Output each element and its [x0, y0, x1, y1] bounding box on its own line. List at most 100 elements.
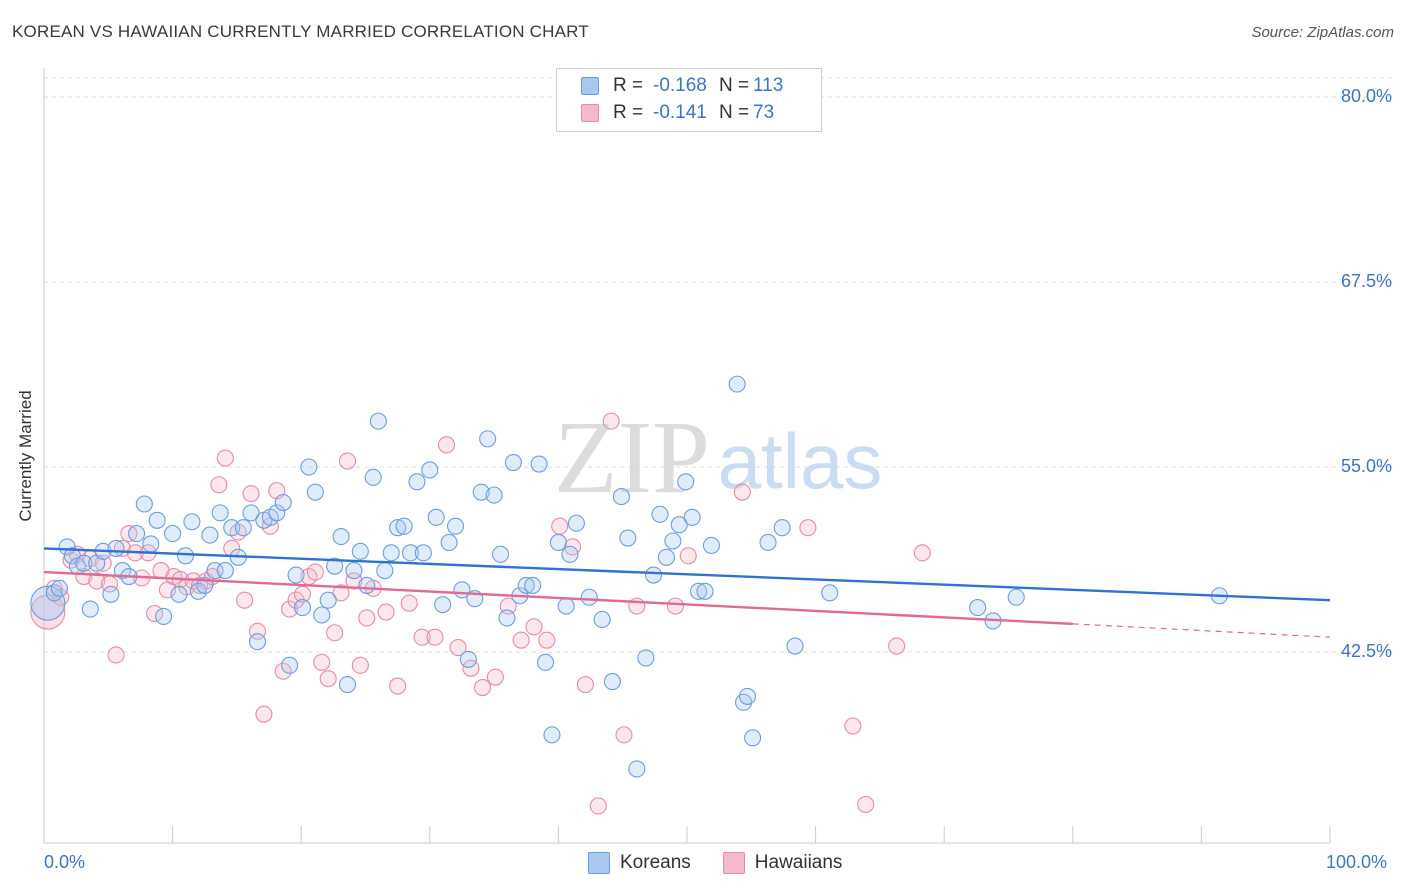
hawaiian-point	[107, 646, 125, 664]
korean-point	[306, 483, 324, 501]
korean-point	[645, 566, 663, 584]
hawaiian-point	[913, 544, 931, 562]
korean-point	[395, 517, 413, 535]
legend-item-koreans[interactable]: Koreans	[588, 852, 691, 874]
korean-point	[421, 461, 439, 479]
hawaiians-legend-swatch	[722, 852, 745, 874]
hawaiian-point	[94, 554, 112, 572]
korean-point	[549, 533, 567, 552]
korean-point	[293, 599, 312, 617]
korean-point	[543, 726, 561, 744]
korean-points	[30, 375, 1228, 778]
korean-point	[142, 535, 160, 553]
korean-point	[155, 607, 173, 626]
koreans-legend-swatch	[588, 852, 610, 874]
korean-point	[603, 673, 621, 691]
korean-point	[744, 729, 762, 747]
korean-point	[628, 760, 646, 778]
korean-point	[593, 610, 611, 628]
korean-point	[408, 473, 426, 491]
korean-point	[242, 504, 260, 522]
korean-point	[440, 533, 458, 552]
korean-point	[821, 584, 839, 602]
hawaiian-point	[525, 618, 543, 636]
korean-point	[690, 582, 708, 600]
korean-r-value: -0.168	[653, 75, 707, 96]
korean-point	[524, 576, 542, 594]
hawaiian-point	[857, 795, 875, 813]
korean-point	[738, 687, 756, 705]
hawaiian-point	[733, 483, 751, 501]
korean-point	[1007, 588, 1025, 606]
stats-legend: R = -0.168 N = 113 R = -0.141 N = 73	[556, 68, 822, 132]
hawaiian-point	[799, 519, 817, 537]
y-tick-label: 67.5%	[1340, 271, 1392, 291]
hawaiian-point	[473, 678, 492, 697]
korean-point	[434, 596, 452, 614]
korean-point	[338, 676, 357, 694]
korean-n-value: 113	[753, 75, 784, 96]
hawaiian-trend-line	[43, 570, 1073, 626]
korean-point	[498, 609, 516, 627]
korean-point	[389, 519, 407, 537]
korean-n-label: N =	[719, 75, 750, 96]
legend-item-hawaiians[interactable]: Hawaiians	[722, 852, 843, 874]
korean-swatch	[581, 77, 599, 95]
hawaiian-point	[236, 591, 254, 609]
korean-point	[300, 458, 318, 476]
korean-point	[536, 653, 555, 671]
hawaiian-point	[888, 637, 906, 655]
korean-point	[268, 504, 286, 522]
korean-point	[696, 582, 714, 600]
hawaiian-point	[255, 705, 273, 723]
legend-row-korean: R = -0.168 N = 113	[581, 74, 783, 98]
legend-row-hawaiian: R = -0.141 N = 73	[581, 101, 774, 125]
y-tick-label: 80.0%	[1340, 86, 1392, 106]
hawaiian-point	[242, 485, 260, 503]
hawaiians-legend-label: Hawaiians	[754, 852, 843, 873]
korean-point	[369, 412, 387, 430]
korean-point	[216, 562, 234, 580]
hawaiian-point	[400, 594, 418, 612]
hawaiian-point	[389, 677, 407, 695]
hawaiian-point	[538, 631, 556, 649]
hawaiian-point	[146, 604, 164, 623]
watermark-atlas: atlas	[718, 417, 883, 505]
korean-point	[786, 637, 804, 655]
korean-point	[211, 504, 229, 522]
korean-point	[148, 511, 166, 529]
korean-point	[376, 562, 394, 580]
korean-trend-line	[43, 547, 1331, 602]
korean-point	[702, 536, 720, 554]
korean-point	[637, 649, 655, 667]
hawaiian-point	[351, 656, 369, 674]
watermark: ZIP atlas	[554, 400, 882, 515]
korean-point	[382, 544, 400, 562]
korean-point	[75, 554, 93, 572]
hawaiian-point	[326, 624, 344, 642]
korean-point	[491, 545, 510, 563]
hawaiian-point	[437, 436, 456, 454]
korean-point	[287, 566, 305, 584]
koreans-legend-label: Koreans	[620, 852, 691, 873]
hawaiian-point	[449, 639, 467, 657]
korean-point	[107, 539, 125, 557]
korean-point	[50, 579, 68, 597]
hawaiian-point	[313, 653, 331, 671]
korean-point	[670, 516, 688, 534]
korean-point	[223, 519, 241, 537]
korean-point	[332, 528, 350, 546]
hawaiian-point	[576, 676, 594, 694]
watermark-zip: ZIP	[554, 400, 710, 515]
hawaiian-point	[358, 609, 376, 627]
source-label: Source: ZipAtlas.com	[1251, 24, 1394, 41]
korean-point	[557, 597, 575, 615]
korean-point	[567, 514, 585, 532]
korean-point	[113, 562, 131, 580]
korean-point	[326, 557, 344, 575]
hawaiian-point	[274, 662, 292, 680]
korean-point	[504, 454, 522, 472]
y-tick-label: 55.0%	[1340, 456, 1392, 476]
korean-point	[248, 633, 267, 651]
